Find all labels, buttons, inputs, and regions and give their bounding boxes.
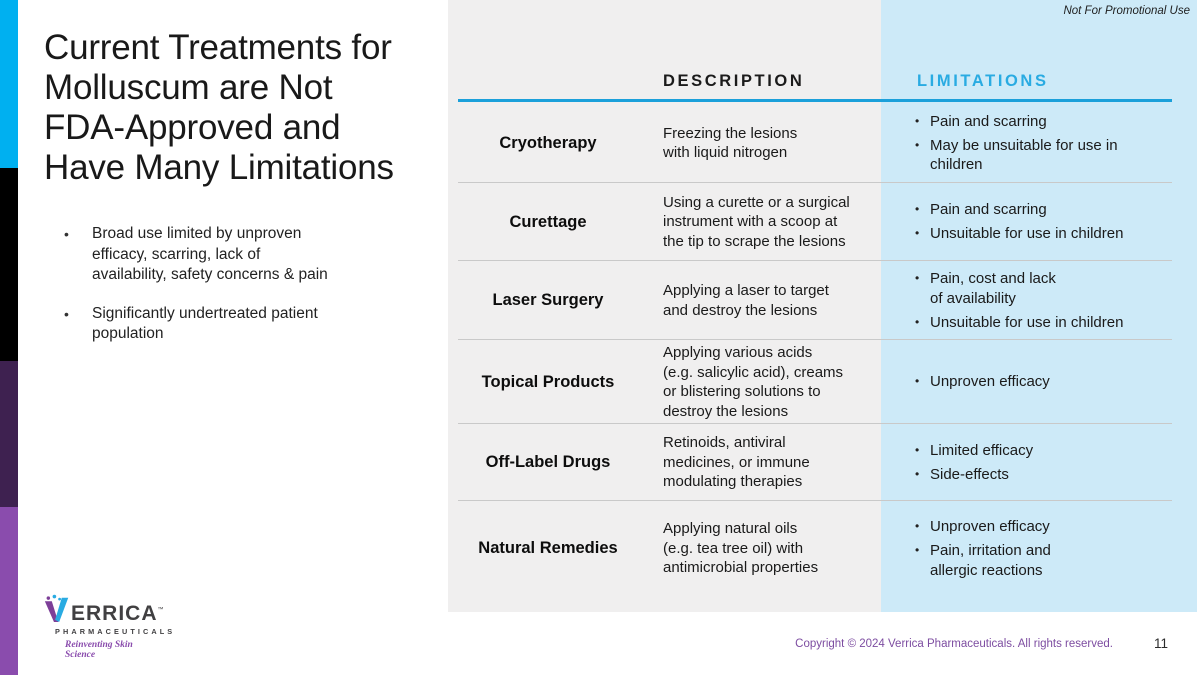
- accent-bar-cyan-segment: [0, 0, 18, 168]
- accent-bar-dark-purple-segment: [0, 361, 18, 507]
- bullet-icon: •: [915, 442, 920, 457]
- left-accent-bar: [0, 0, 18, 675]
- limitation-text: May be unsuitable for use in children: [930, 136, 1118, 174]
- limitations-column-header: LIMITATIONS: [917, 72, 1049, 90]
- copyright-notice: Copyright © 2024 Verrica Pharmaceuticals…: [795, 638, 1113, 650]
- table-row: Topical Products Applying various acids (…: [448, 340, 1197, 424]
- bullet-icon: •: [915, 374, 920, 389]
- limitation-text: Side-effects: [930, 465, 1009, 483]
- logo-name-text: ERRICA: [71, 602, 158, 625]
- row-treatment-name: Cryotherapy: [499, 133, 597, 152]
- limitation-item: • Unsuitable for use in children: [915, 224, 1169, 244]
- limitation-item: • Pain and scarring: [915, 112, 1169, 132]
- not-for-promotional-use-watermark: Not For Promotional Use: [1063, 5, 1190, 17]
- limitation-text: Unsuitable for use in children: [930, 225, 1124, 243]
- table-row: Cryotherapy Freezing the lesions with liq…: [448, 103, 1197, 183]
- table-row: Curettage Using a curette or a surgical i…: [448, 183, 1197, 261]
- limitation-item: • May be unsuitable for use in children: [915, 136, 1169, 175]
- row-treatment-name: Curettage: [509, 212, 587, 231]
- limitation-item: • Unproven efficacy: [915, 517, 1169, 537]
- table-body: Cryotherapy Freezing the lesions with liq…: [448, 103, 1197, 596]
- bullet-icon: •: [915, 314, 920, 329]
- row-description: Applying a laser to target and destroy t…: [663, 282, 829, 319]
- table-row: Off-Label Drugs Retinoids, antiviral medi…: [448, 424, 1197, 501]
- bullet-icon: •: [915, 113, 920, 128]
- limitations-column-background: [881, 0, 1197, 612]
- table-row: Natural Remedies Applying natural oils (e…: [448, 501, 1197, 596]
- slide-title: Current Treatments for Molluscum are Not…: [44, 28, 394, 187]
- row-treatment-name: Topical Products: [481, 372, 615, 391]
- bullet-icon: •: [915, 226, 920, 241]
- bullet-list: • Broad use limited by unproven efficacy,…: [64, 224, 394, 363]
- description-column-header: DESCRIPTION: [663, 72, 805, 90]
- row-limitations: • Pain, cost and lack of availability • Uns…: [881, 265, 1197, 337]
- table-header-divider: [458, 99, 1172, 102]
- limitation-item: • Pain and scarring: [915, 200, 1169, 220]
- limitation-item: • Pain, cost and lack of availability: [915, 269, 1169, 308]
- row-treatment-name: Natural Remedies: [478, 539, 618, 557]
- row-description: Applying natural oils (e.g. tea tree oil…: [663, 520, 819, 577]
- list-item: • Significantly undertreated patient popu…: [64, 304, 394, 345]
- bullet-icon: •: [915, 543, 920, 557]
- limitation-text: Pain and scarring: [930, 112, 1047, 130]
- verrica-logo: ERRICA ™ PHARMACEUTICALS Reinventing Ski…: [44, 593, 176, 660]
- row-description: Using a curette or a surgical instrument…: [663, 193, 850, 250]
- row-limitations: • Unproven efficacy: [881, 368, 1197, 397]
- bullet-icon: •: [915, 271, 920, 285]
- logo-wordmark: ERRICA ™: [44, 593, 164, 625]
- limitation-item: • Pain, irritation and allergic reactions: [915, 541, 1169, 580]
- bullet-icon: •: [915, 466, 920, 481]
- verrica-v-icon: [44, 594, 69, 622]
- row-limitations: • Unproven efficacy • Pain, irritation and …: [881, 513, 1197, 585]
- bullet-text: Significantly undertreated patient popul…: [92, 304, 318, 343]
- bullet-icon: •: [915, 137, 920, 152]
- limitation-text: Pain, irritation and allergic reactions: [930, 542, 1051, 579]
- row-description: Retinoids, antiviral medicines, or immun…: [663, 434, 810, 491]
- bullet-icon: •: [915, 202, 920, 217]
- bullet-icon: •: [64, 226, 69, 242]
- accent-bar-black-segment: [0, 168, 18, 361]
- row-description: Freezing the lesions with liquid nitroge…: [663, 124, 798, 162]
- row-limitations: • Limited efficacy • Side-effects: [881, 436, 1197, 489]
- bullet-icon: •: [915, 519, 920, 533]
- limitation-text: Unproven efficacy: [930, 518, 1050, 535]
- row-treatment-name: Off-Label Drugs: [485, 453, 611, 471]
- row-description: Applying various acids (e.g. salicylic a…: [663, 344, 844, 420]
- table-row: Laser Surgery Applying a laser to target …: [448, 261, 1197, 340]
- bullet-icon: •: [64, 305, 69, 322]
- logo-tagline: Reinventing Skin Science: [65, 640, 133, 660]
- limitation-text: Limited efficacy: [930, 441, 1034, 459]
- limitation-item: • Side-effects: [915, 465, 1169, 485]
- limitation-text: Unsuitable for use in children: [930, 313, 1124, 331]
- list-item: • Broad use limited by unproven efficacy,…: [64, 224, 394, 286]
- page-number: 11: [1153, 636, 1168, 651]
- treatments-table: DESCRIPTION LIMITATIONS Cryotherapy Freez…: [448, 0, 1197, 612]
- row-limitations: • Pain and scarring • May be unsuitable for…: [881, 107, 1197, 179]
- logo-pharmaceuticals-text: PHARMACEUTICALS: [55, 627, 176, 636]
- limitation-item: • Unsuitable for use in children: [915, 313, 1169, 333]
- logo-trademark-symbol: ™: [157, 607, 164, 613]
- accent-bar-bright-purple-segment: [0, 507, 18, 675]
- row-treatment-name: Laser Surgery: [492, 291, 604, 309]
- limitation-item: • Limited efficacy: [915, 441, 1169, 461]
- limitation-item: • Unproven efficacy: [915, 372, 1169, 392]
- row-limitations: • Pain and scarring • Unsuitable for use in…: [881, 196, 1197, 249]
- bullet-text: Broad use limited by unproven efficacy, …: [92, 225, 328, 283]
- limitation-text: Pain and scarring: [930, 201, 1047, 219]
- limitation-text: Pain, cost and lack of availability: [930, 270, 1056, 307]
- limitation-text: Unproven efficacy: [930, 373, 1050, 391]
